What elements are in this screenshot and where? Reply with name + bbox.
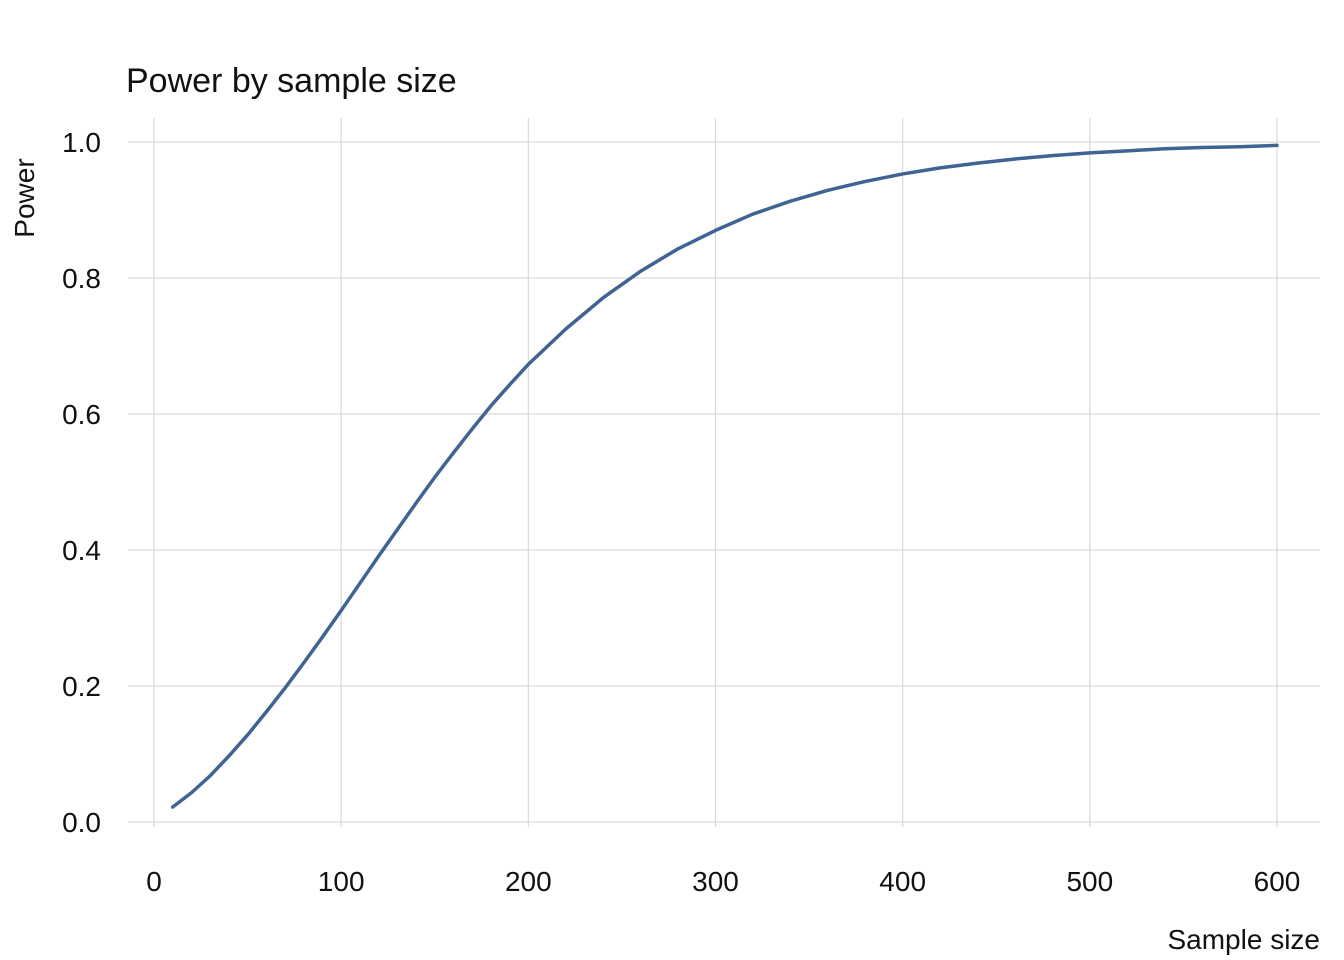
x-tick-label-1: 100 [318,866,365,897]
x-tick-label-0: 0 [146,866,162,897]
series-layer [170,143,1279,809]
x-tick-label-6: 600 [1254,866,1301,897]
y-tick-label-1: 0.2 [62,671,101,702]
y-tick-label-2: 0.4 [62,535,101,566]
y-tick-label-0: 0.0 [62,807,101,838]
chart-title: Power by sample size [126,62,457,100]
x-axis-title: Sample size [1167,924,1320,955]
y-tick-label-3: 0.6 [62,399,101,430]
x-tick-label-4: 400 [879,866,926,897]
y-tick-label-4: 0.8 [62,263,101,294]
x-tick-label-3: 300 [692,866,739,897]
power-curve-line [170,143,1279,809]
y-axis-title: Power [9,158,40,237]
x-tick-label-5: 500 [1066,866,1113,897]
y-tick-label-5: 1.0 [62,127,101,158]
grid-layer [128,118,1320,827]
x-tick-label-2: 200 [505,866,552,897]
tick-label-layer: 0 100 200 300 400 500 600 0.0 0.2 0.4 0.6 0.8 1.0 [62,127,1300,897]
